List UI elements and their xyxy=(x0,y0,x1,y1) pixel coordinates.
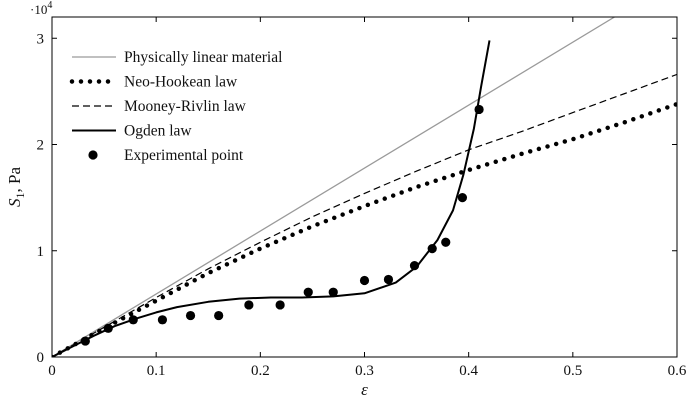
y-tick-label: 3 xyxy=(37,31,45,47)
experimental-point xyxy=(128,315,138,325)
experimental-point xyxy=(80,336,90,346)
x-tick-label: 0.2 xyxy=(251,363,270,379)
physically-linear-material-line xyxy=(52,17,615,357)
y-tick-label: 2 xyxy=(37,138,45,154)
experimental-point xyxy=(303,287,313,297)
experimental-point xyxy=(409,261,420,271)
experimental-point xyxy=(359,275,370,286)
mooney-rivlin-law-line xyxy=(52,73,677,357)
x-tick-label: 0 xyxy=(48,363,56,379)
x-tick-label: 0.1 xyxy=(147,363,166,379)
legend-label-experimental-point: Experimental point xyxy=(124,147,244,164)
y-axis-unit: , Pa xyxy=(5,167,24,193)
y-axis-subscript: 1 xyxy=(13,193,27,199)
legend: Physically linear material Neo-Hookean la… xyxy=(69,49,282,164)
y-multiplier-base: ·10 xyxy=(30,2,47,17)
experimental-point xyxy=(244,300,254,310)
x-tick-label: 0.3 xyxy=(355,363,374,379)
legend-label-neo-hookean-law: Neo-Hookean law xyxy=(124,74,238,91)
legend-label-ogden-law: Ogden law xyxy=(124,123,192,140)
ticks: 0 0.1 0.2 0.3 0.4 0.5 0.6 0 1 2 3 xyxy=(37,17,687,379)
legend-label-physically-linear-material: Physically linear material xyxy=(124,49,282,66)
experimental-point xyxy=(185,310,196,321)
experimental-point xyxy=(328,287,338,297)
experimental-point xyxy=(103,323,113,333)
y-tick-label: 1 xyxy=(37,244,45,260)
y-axis-symbol: S xyxy=(5,198,24,207)
ogden-law-line xyxy=(52,40,491,357)
x-tick-label: 0.5 xyxy=(563,363,582,379)
y-tick-label: 0 xyxy=(37,350,45,366)
experimental-point xyxy=(474,104,484,115)
experimental-point xyxy=(457,193,468,203)
legend-swatch-experimental-point xyxy=(88,150,98,160)
y-axis-multiplier: ·104 xyxy=(30,0,52,17)
experimental-point xyxy=(441,237,451,247)
plot-marks xyxy=(52,17,677,357)
experimental-point xyxy=(383,274,394,285)
experimental-point xyxy=(427,244,437,254)
y-axis-label: S1, Pa xyxy=(5,167,27,207)
neo-hookean-law-line xyxy=(52,101,677,357)
y-multiplier-exponent: 4 xyxy=(47,0,52,11)
x-axis-label: ε xyxy=(361,380,368,399)
x-tick-label: 0.6 xyxy=(668,363,687,379)
x-tick-label: 0.4 xyxy=(459,363,478,379)
experimental-point xyxy=(275,300,285,310)
legend-label-mooney-rivlin-law: Mooney-Rivlin law xyxy=(124,98,247,115)
experimental-point xyxy=(214,310,224,321)
experimental-point xyxy=(157,315,168,325)
